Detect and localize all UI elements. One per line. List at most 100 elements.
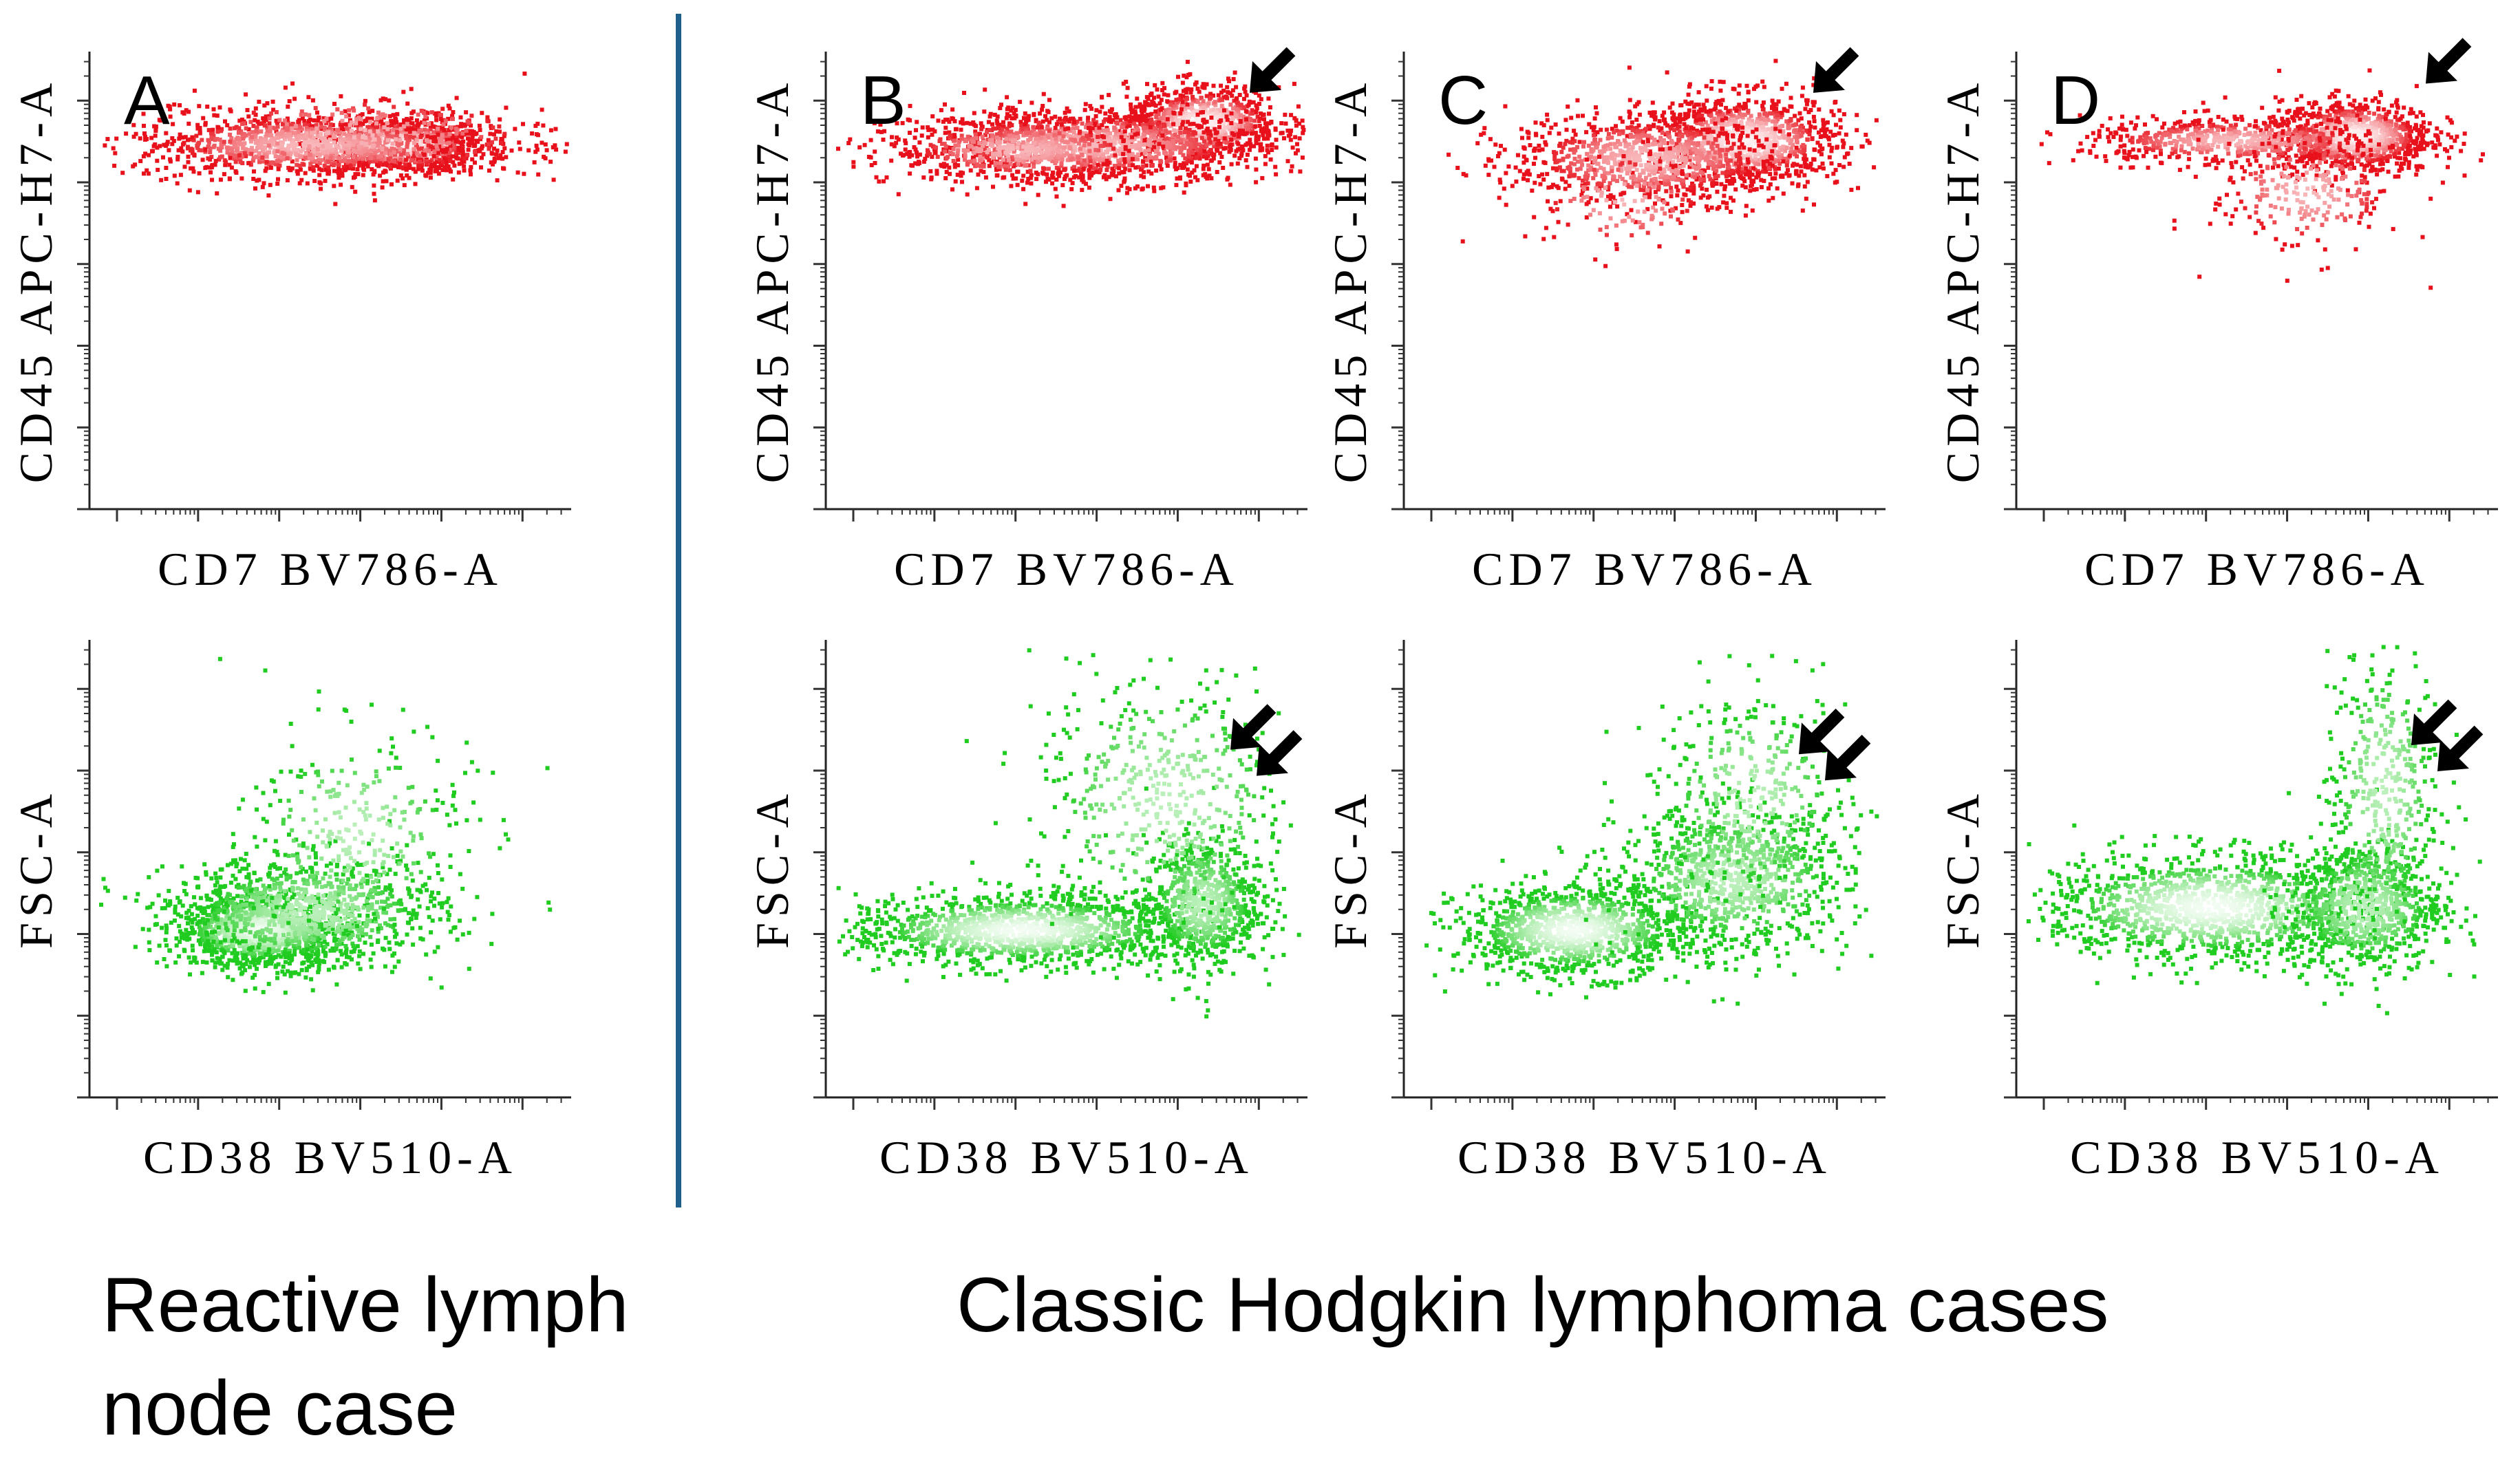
data-point [851, 160, 855, 164]
data-point [504, 106, 508, 110]
data-point [1190, 106, 1194, 110]
data-point [167, 148, 171, 152]
data-point [1245, 94, 1249, 98]
data-point [536, 173, 540, 177]
data-point [1202, 130, 1206, 134]
data-point [1246, 141, 1250, 145]
data-point [1100, 123, 1104, 127]
data-point [1207, 167, 1211, 171]
data-point [259, 122, 264, 126]
data-point [298, 125, 302, 129]
data-point [448, 132, 452, 136]
data-point [1110, 167, 1114, 171]
data-point [1181, 80, 1185, 85]
data-point [1020, 179, 1024, 183]
data-point [497, 125, 501, 129]
data-point [1267, 111, 1271, 116]
data-point [913, 136, 917, 140]
data-point [346, 155, 350, 159]
data-point [1178, 131, 1182, 135]
data-point [414, 170, 418, 174]
data-point [1142, 133, 1146, 137]
data-point [246, 108, 250, 112]
data-point [275, 182, 279, 186]
data-point [1227, 79, 1231, 83]
data-point [275, 136, 279, 140]
data-point [1067, 120, 1071, 124]
data-point [206, 156, 210, 160]
data-point [942, 164, 946, 169]
data-point [235, 148, 239, 152]
data-point [1262, 137, 1266, 141]
data-point [1071, 181, 1075, 185]
data-point [1138, 105, 1142, 109]
data-point [1185, 97, 1189, 101]
data-point [1190, 160, 1194, 164]
data-point [990, 122, 994, 127]
data-point [1209, 176, 1213, 180]
data-point [398, 142, 403, 146]
data-point [359, 117, 363, 121]
data-point [1173, 133, 1177, 137]
data-point [1034, 177, 1038, 181]
data-point [269, 166, 273, 170]
data-point [469, 172, 473, 176]
data-point [960, 180, 964, 184]
data-point [1242, 87, 1246, 91]
data-point [239, 176, 244, 180]
data-point [268, 126, 273, 130]
data-point [339, 94, 343, 98]
data-point [1037, 122, 1041, 126]
data-point [368, 129, 372, 133]
data-point [1223, 136, 1227, 140]
data-point [465, 153, 469, 157]
data-point [504, 155, 508, 159]
data-point [1190, 138, 1194, 142]
data-point [1282, 136, 1286, 140]
data-point [268, 183, 273, 187]
data-point [1196, 113, 1200, 117]
data-point [454, 131, 458, 136]
data-point [493, 137, 498, 141]
data-point [312, 118, 316, 122]
data-point [1202, 105, 1206, 109]
data-point [427, 149, 431, 153]
data-point [1284, 122, 1288, 126]
data-point [366, 107, 370, 111]
data-point [429, 136, 433, 140]
data-point [234, 160, 238, 164]
data-point [454, 139, 458, 143]
data-point [269, 133, 273, 138]
data-point [1026, 138, 1030, 142]
data-point [379, 154, 383, 158]
data-point [385, 127, 389, 131]
data-point [282, 152, 286, 156]
data-point [516, 171, 520, 175]
data-point [1213, 137, 1217, 141]
data-point [1176, 75, 1180, 79]
data-point [1183, 130, 1187, 134]
data-point [318, 153, 322, 157]
data-point [434, 169, 438, 173]
data-point [294, 124, 298, 128]
data-point [1124, 115, 1129, 119]
data-point [1072, 169, 1076, 173]
data-point [113, 151, 117, 155]
data-point [498, 118, 502, 122]
data-point [321, 144, 325, 149]
data-point [454, 127, 458, 131]
data-point [498, 153, 502, 158]
data-point [1283, 113, 1287, 117]
data-point [1168, 143, 1172, 147]
data-point [417, 164, 421, 168]
data-point [308, 144, 312, 149]
data-point [138, 159, 142, 163]
data-point [306, 95, 310, 99]
data-point [1072, 131, 1076, 135]
data-point [1078, 117, 1082, 121]
data-point [545, 148, 549, 152]
data-point [373, 151, 377, 155]
data-point [1200, 136, 1204, 140]
data-point [1239, 113, 1243, 117]
data-point [1206, 163, 1210, 167]
